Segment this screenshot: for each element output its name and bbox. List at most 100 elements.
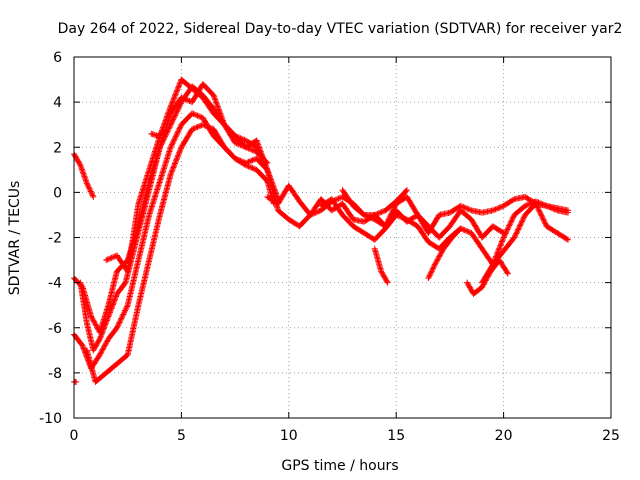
data-point bbox=[170, 163, 177, 170]
data-point bbox=[499, 203, 506, 210]
data-point bbox=[103, 317, 110, 324]
data-point bbox=[171, 92, 178, 99]
data-point bbox=[169, 99, 176, 106]
data-point bbox=[84, 181, 91, 188]
data-point bbox=[87, 188, 94, 195]
data-point bbox=[165, 109, 172, 116]
data-point bbox=[90, 347, 97, 354]
data-point bbox=[161, 133, 168, 140]
data-point bbox=[191, 125, 198, 132]
data-point bbox=[89, 191, 96, 198]
data-point bbox=[203, 123, 210, 130]
data-point bbox=[167, 105, 174, 112]
data-point bbox=[460, 204, 467, 211]
data-point bbox=[86, 185, 93, 192]
data-point bbox=[213, 99, 220, 106]
y-tick-label: 2 bbox=[53, 140, 62, 156]
data-point bbox=[174, 107, 181, 114]
data-point bbox=[215, 104, 222, 111]
data-point bbox=[175, 83, 182, 90]
data-point bbox=[177, 145, 184, 152]
x-tick-label: 5 bbox=[177, 428, 186, 444]
data-point bbox=[164, 113, 171, 120]
data-point bbox=[170, 137, 177, 144]
data-point bbox=[72, 153, 79, 160]
data-point bbox=[73, 156, 80, 163]
data-point bbox=[120, 310, 127, 317]
data-point bbox=[170, 115, 177, 122]
data-point bbox=[190, 125, 197, 132]
series-trace-h bbox=[71, 378, 80, 385]
data-point bbox=[90, 317, 97, 324]
data-point bbox=[170, 95, 177, 102]
data-point bbox=[176, 148, 183, 155]
data-point bbox=[495, 205, 502, 212]
data-point bbox=[170, 138, 177, 145]
data-point bbox=[174, 155, 181, 162]
data-point bbox=[172, 134, 179, 141]
data-point bbox=[106, 310, 113, 317]
data-point bbox=[172, 111, 179, 118]
data-point bbox=[206, 124, 213, 131]
data-point bbox=[273, 191, 280, 198]
data-point bbox=[189, 110, 196, 117]
data-point bbox=[168, 120, 175, 127]
data-point bbox=[496, 204, 503, 211]
data-point bbox=[238, 142, 245, 149]
data-point bbox=[166, 124, 173, 131]
data-point bbox=[254, 145, 261, 152]
data-point bbox=[85, 184, 92, 191]
data-point bbox=[91, 344, 98, 351]
data-point bbox=[195, 123, 202, 130]
data-point bbox=[111, 297, 118, 304]
data-point bbox=[101, 322, 108, 329]
data-point bbox=[256, 149, 263, 156]
data-point bbox=[174, 129, 181, 136]
data-point bbox=[240, 143, 247, 150]
data-point bbox=[81, 346, 88, 353]
data-point bbox=[170, 96, 177, 103]
data-point bbox=[259, 154, 266, 161]
data-point bbox=[249, 147, 256, 154]
data-point bbox=[107, 306, 114, 313]
data-point bbox=[171, 161, 178, 168]
data-point bbox=[119, 312, 126, 319]
data-point bbox=[177, 124, 184, 131]
data-point bbox=[173, 156, 180, 163]
data-point bbox=[238, 135, 245, 142]
data-point bbox=[112, 294, 119, 301]
data-point bbox=[99, 329, 106, 336]
data-point bbox=[167, 123, 174, 130]
data-point bbox=[173, 130, 180, 137]
data-point bbox=[234, 134, 241, 141]
data-point bbox=[233, 133, 240, 140]
x-tick-label: 15 bbox=[387, 428, 405, 444]
data-point bbox=[102, 320, 109, 327]
data-point bbox=[167, 144, 174, 151]
data-point bbox=[117, 316, 124, 323]
data-point bbox=[107, 255, 114, 262]
data-point bbox=[193, 124, 200, 131]
data-point bbox=[161, 121, 168, 128]
data-point bbox=[201, 122, 208, 129]
data-point bbox=[492, 206, 499, 213]
data-point bbox=[461, 204, 468, 211]
data-point bbox=[83, 180, 90, 187]
data-point bbox=[97, 333, 104, 340]
y-tick-label: -6 bbox=[48, 321, 62, 337]
data-point bbox=[233, 140, 240, 147]
data-point bbox=[489, 207, 496, 214]
y-tick-label: -2 bbox=[48, 231, 62, 247]
data-point bbox=[93, 341, 100, 348]
data-point bbox=[161, 134, 168, 141]
data-point bbox=[79, 342, 86, 349]
data-point bbox=[244, 144, 251, 151]
data-point bbox=[109, 301, 116, 308]
data-point bbox=[199, 121, 206, 128]
x-tick-label: 20 bbox=[495, 428, 513, 444]
data-point bbox=[167, 171, 174, 178]
data-point bbox=[214, 102, 221, 109]
data-point bbox=[232, 139, 239, 146]
data-point bbox=[101, 343, 108, 350]
data-point bbox=[174, 87, 181, 94]
